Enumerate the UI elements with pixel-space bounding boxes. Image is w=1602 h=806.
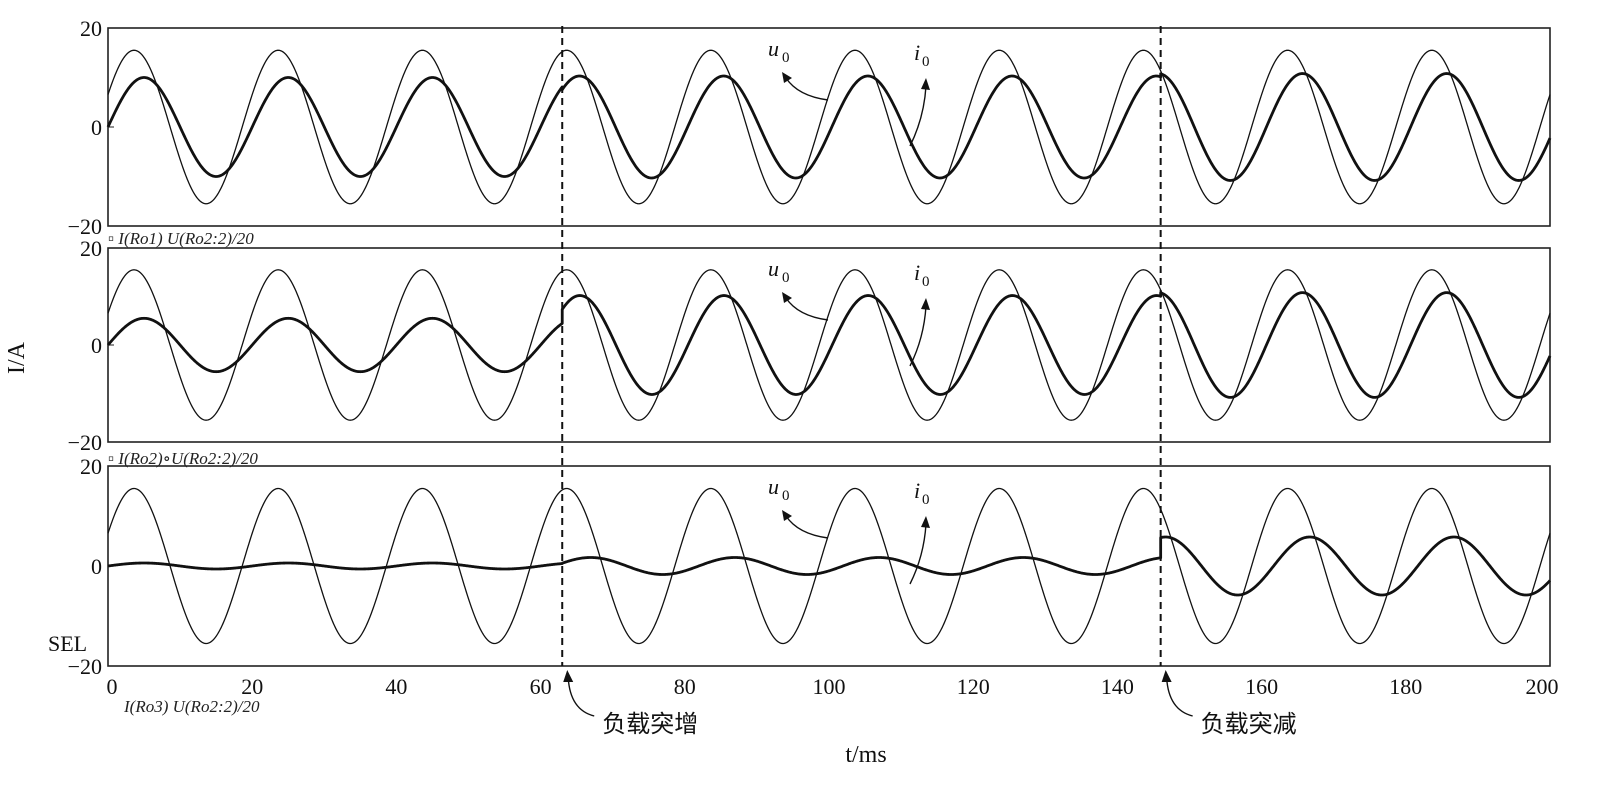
x-tick-label: 80	[674, 674, 696, 699]
i0-arrowhead	[921, 78, 930, 90]
event-markers: 负载突增 负载突减	[561, 26, 1297, 738]
panel-1: 200−20 ▫ I(Ro1) U(Ro2:2)/20u 0 i 0	[68, 16, 1552, 248]
u0-arrow	[785, 297, 829, 321]
i0-label-sub: 0	[922, 54, 930, 70]
x-tick-label: 100	[813, 674, 846, 699]
y-tick-label: −20	[68, 430, 102, 455]
i0-label-sub: 0	[922, 274, 930, 290]
y-axis-label: I/A	[4, 341, 30, 374]
u0-arrow	[785, 77, 829, 101]
i0-label: i	[914, 40, 920, 65]
u0-arrowhead	[782, 72, 792, 83]
i0-arrow	[909, 305, 927, 367]
event-arrow	[1165, 677, 1193, 717]
u0-label: u	[768, 256, 779, 281]
i0-arrowhead	[921, 298, 930, 310]
event-arrow	[567, 677, 595, 717]
series-u0	[107, 487, 1551, 645]
y-tick-label: 20	[80, 236, 102, 261]
event-label: 负载突减	[1201, 710, 1297, 738]
x-tick-label: 60	[530, 674, 552, 699]
x-tick-label: 160	[1245, 674, 1278, 699]
y-tick-label: 20	[80, 454, 102, 479]
series-i0	[106, 72, 1552, 182]
u0-label: u	[768, 36, 779, 61]
i0-arrowhead	[921, 516, 930, 528]
y-tick-label: 0	[91, 554, 102, 579]
u0-label: u	[768, 474, 779, 499]
u0-arrowhead	[782, 292, 792, 303]
x-tick-label: 200	[1526, 674, 1559, 699]
i0-label: i	[914, 478, 920, 503]
x-tick-label: 140	[1101, 674, 1134, 699]
i0-label-sub: 0	[922, 492, 930, 508]
event-label: 负载突增	[602, 710, 698, 738]
x-tick-label: 120	[957, 674, 990, 699]
x-tick-label: 180	[1389, 674, 1422, 699]
x-tick-label: 0	[107, 674, 118, 699]
y-tick-label: −20	[68, 214, 102, 239]
x-axis-label: t/ms	[845, 742, 886, 768]
u0-arrow	[785, 515, 829, 539]
axis-labels: I/A t/ms SEL	[4, 341, 887, 768]
sel-label: SEL	[48, 631, 87, 656]
series-u0	[107, 49, 1551, 205]
u0-label-sub: 0	[782, 50, 790, 66]
i0-arrow	[909, 85, 927, 147]
panel-legend: ▫ I(Ro1) U(Ro2:2)/20	[108, 229, 254, 248]
x-tick-label: 20	[241, 674, 263, 699]
panel-3: 200−20I(Ro3) U(Ro2:2)/20u 0 i 0	[68, 454, 1552, 716]
panel-legend: ▫ I(Ro2)∘U(Ro2:2)/20	[108, 449, 258, 468]
y-tick-label: 0	[91, 333, 102, 358]
series-i0	[107, 535, 1552, 597]
panel-2: 200−20▫ I(Ro2)∘U(Ro2:2)/20u 0 i 0	[68, 236, 1552, 468]
event-arrowhead	[1161, 670, 1172, 682]
x-tick-label: 40	[385, 674, 407, 699]
i0-arrow	[909, 523, 927, 585]
u0-label-sub: 0	[782, 488, 790, 504]
series-i0	[106, 291, 1552, 399]
panel-legend: I(Ro3) U(Ro2:2)/20	[123, 697, 260, 716]
y-tick-label: −20	[68, 654, 102, 679]
u0-label-sub: 0	[782, 270, 790, 286]
i0-label: i	[914, 260, 920, 285]
event-arrowhead	[563, 670, 574, 682]
y-tick-label: 0	[91, 115, 102, 140]
y-tick-label: 20	[80, 16, 102, 41]
series-u0	[107, 269, 1551, 421]
u0-arrowhead	[782, 510, 792, 521]
